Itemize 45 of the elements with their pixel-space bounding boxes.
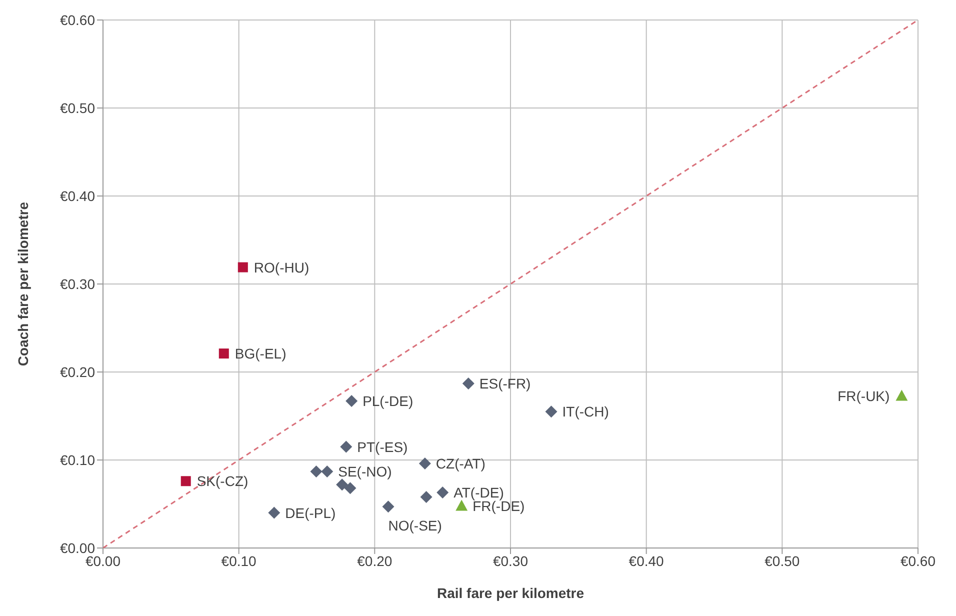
point (321, 465, 334, 478)
annotation: FR(-UK) (838, 388, 890, 404)
point (218, 348, 229, 359)
point (336, 478, 348, 491)
y-tick-label: €0.60 (60, 12, 96, 28)
point (896, 390, 908, 401)
point (238, 262, 248, 272)
point (436, 486, 449, 499)
x-tick-label: €0.30 (492, 552, 528, 569)
annotation: SK(-CZ) (196, 473, 248, 490)
x-tick-label: €0.40 (628, 552, 664, 569)
y-tick-label: €0.30 (60, 276, 96, 292)
annotation: NO(-SE) (388, 518, 442, 534)
x-tick-label: €0.10 (221, 552, 257, 569)
y-tick-label: €0.10 (60, 452, 96, 468)
annotation: AT(-DE) (454, 484, 504, 501)
annotation: BG(-EL) (234, 346, 286, 362)
annotation: SE(-NO) (338, 463, 392, 480)
annotation: PT(-ES) (357, 438, 408, 455)
point (382, 500, 394, 513)
point (180, 476, 191, 486)
y-tick-label: €0.20 (60, 364, 96, 380)
point (545, 406, 558, 418)
point (456, 500, 468, 511)
x-tick-label: €0.20 (357, 552, 392, 569)
point (310, 465, 322, 478)
y-axis-title: Coach fare per kilometre (14, 202, 31, 366)
point (268, 506, 280, 519)
point (418, 458, 431, 470)
x-tick-label: €0.50 (764, 552, 800, 569)
point (462, 377, 474, 390)
y-tick-label: €0.40 (60, 188, 96, 204)
point (344, 482, 356, 494)
point (420, 490, 432, 503)
annotation: ES(-FR) (479, 375, 531, 392)
x-axis-title: Rail fare per kilometre (436, 585, 584, 601)
annotation: CZ(-AT) (436, 456, 486, 472)
annotation: RO(-HU) (254, 259, 310, 276)
point (340, 440, 352, 453)
point (346, 395, 358, 408)
annotation: DE(-PL) (285, 504, 336, 521)
x-tick-label: €0.60 (900, 552, 936, 569)
y-tick-label: €0.50 (60, 100, 96, 116)
annotation: PL(-DE) (362, 393, 414, 410)
annotation: IT(-CH) (562, 404, 609, 420)
